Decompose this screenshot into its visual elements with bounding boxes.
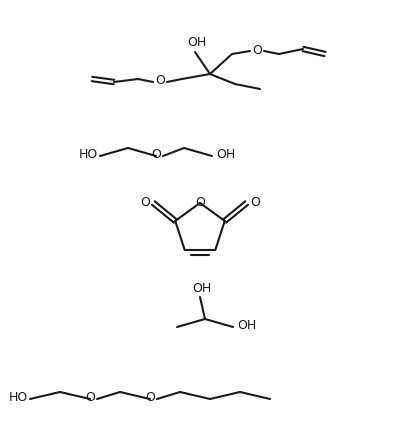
Text: OH: OH [237,319,257,332]
Text: O: O [195,196,205,209]
Text: HO: HO [78,148,98,161]
Text: OH: OH [192,282,212,295]
Text: O: O [252,43,262,56]
Text: O: O [151,148,161,161]
Text: O: O [140,196,150,209]
Text: O: O [85,391,95,404]
Text: HO: HO [8,391,28,404]
Text: OH: OH [187,36,207,48]
Text: O: O [155,74,165,87]
Text: OH: OH [216,148,236,161]
Text: O: O [250,196,260,209]
Text: O: O [145,391,155,404]
